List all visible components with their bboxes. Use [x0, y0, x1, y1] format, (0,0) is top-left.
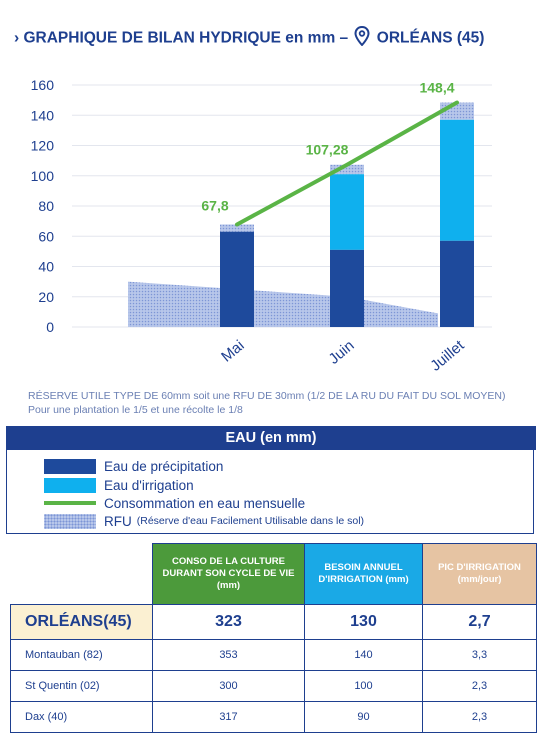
consumption-data-label: 148,4	[419, 80, 454, 96]
city-cell: St Quentin (02)	[10, 670, 153, 702]
pic-cell: 2,3	[422, 701, 537, 733]
legend-label: Eau d'irrigation	[104, 477, 194, 493]
consumption-swatch	[44, 501, 96, 505]
legend-item-consumption: Consommation en eau mensuelle	[44, 494, 305, 512]
header-empty-cell	[10, 543, 153, 605]
besoin-cell: 140	[304, 639, 423, 671]
rfu-area	[128, 281, 438, 327]
x-category-label: Mai	[218, 337, 247, 366]
city-cell: Dax (40)	[10, 701, 153, 733]
besoin-cell: 130	[304, 604, 423, 640]
y-tick-label: 20	[38, 289, 54, 305]
reserve-note: RÉSERVE UTILE TYPE DE 60mm soit une RFU …	[28, 389, 543, 417]
conso-cell: 323	[152, 604, 305, 640]
irrigation-swatch	[44, 477, 96, 493]
legend-label: Consommation en eau mensuelle	[104, 495, 306, 511]
precipitation-bar	[220, 231, 254, 327]
y-tick-label: 80	[38, 198, 54, 214]
consumption-data-label: 67,8	[201, 197, 228, 213]
table-row: St Quentin (02) 300 100 2,3	[10, 670, 537, 702]
irrigation-bar	[330, 174, 364, 250]
besoin-cell: 90	[304, 701, 423, 733]
x-category-label: Juin	[326, 337, 358, 368]
note-line-1: RÉSERVE UTILE TYPE DE 60mm soit une RFU …	[28, 390, 506, 402]
note-line-2: Pour une plantation le 1/5 et une récolt…	[28, 404, 243, 416]
y-tick-label: 100	[31, 168, 55, 184]
conso-cell: 317	[152, 701, 305, 733]
y-tick-label: 160	[31, 77, 55, 93]
consumption-line	[235, 100, 459, 227]
legend-sublabel: (Réserve d'eau Facilement Utilisable dan…	[136, 515, 365, 527]
water-balance-chart: 0 20 40 60 80 100 120 140 160 67,8 107,28 148,4 Mai J…	[31, 77, 492, 375]
legend-label: RFU	[104, 513, 132, 529]
pic-cell: 2,7	[422, 604, 537, 640]
legend: Eau de précipitation Eau d'irrigation Co…	[6, 450, 534, 534]
precipitation-bar	[330, 249, 364, 327]
title-left: › GRAPHIQUE DE BILAN HYDRIQUE en mm –	[14, 29, 349, 47]
legend-title: EAU (en mm)	[6, 426, 536, 450]
conso-cell: 300	[152, 670, 305, 702]
header-conso: CONSO DE LA CULTURE DURANT SON CYCLE DE …	[152, 543, 305, 605]
y-tick-label: 60	[38, 228, 54, 244]
city-cell: ORLÉANS(45)	[10, 604, 153, 640]
legend-item-precipitation: Eau de précipitation	[44, 457, 223, 475]
header-besoin: BESOIN ANNUEL D'IRRIGATION (mm)	[304, 543, 423, 605]
rfu-cap	[330, 164, 364, 175]
header-pic: PIC D'IRRIGATION (mm/jour)	[422, 543, 537, 605]
legend-item-rfu: RFU (Réserve d'eau Facilement Utilisable…	[44, 512, 364, 530]
irrigation-bar	[440, 119, 474, 241]
y-tick-label: 120	[31, 138, 55, 154]
rfu-swatch	[44, 513, 96, 529]
besoin-cell: 100	[304, 670, 423, 702]
y-tick-label: 40	[38, 259, 54, 275]
y-tick-label: 140	[31, 107, 55, 123]
pic-cell: 3,3	[422, 639, 537, 671]
irrigation-table: CONSO DE LA CULTURE DURANT SON CYCLE DE …	[10, 543, 537, 733]
pic-cell: 2,3	[422, 670, 537, 702]
x-category-label: Juillet	[427, 337, 468, 375]
city-cell: Montauban (82)	[10, 639, 153, 671]
table-row: ORLÉANS(45) 323 130 2,7	[10, 604, 537, 640]
legend-label: Eau de précipitation	[104, 458, 224, 474]
chart-title: › GRAPHIQUE DE BILAN HYDRIQUE en mm – OR…	[14, 25, 485, 51]
table-header-row: CONSO DE LA CULTURE DURANT SON CYCLE DE …	[10, 543, 537, 605]
table-row: Dax (40) 317 90 2,3	[10, 701, 537, 733]
rfu-cap	[220, 224, 254, 232]
y-tick-label: 0	[46, 319, 54, 335]
legend-item-irrigation: Eau d'irrigation	[44, 476, 194, 494]
conso-cell: 353	[152, 639, 305, 671]
consumption-data-label: 107,28	[306, 142, 349, 158]
precipitation-swatch	[44, 458, 96, 474]
precipitation-bar	[440, 240, 474, 327]
title-right: ORLÉANS (45)	[376, 29, 485, 47]
table-row: Montauban (82) 353 140 3,3	[10, 639, 537, 671]
location-pin-icon	[354, 25, 370, 51]
